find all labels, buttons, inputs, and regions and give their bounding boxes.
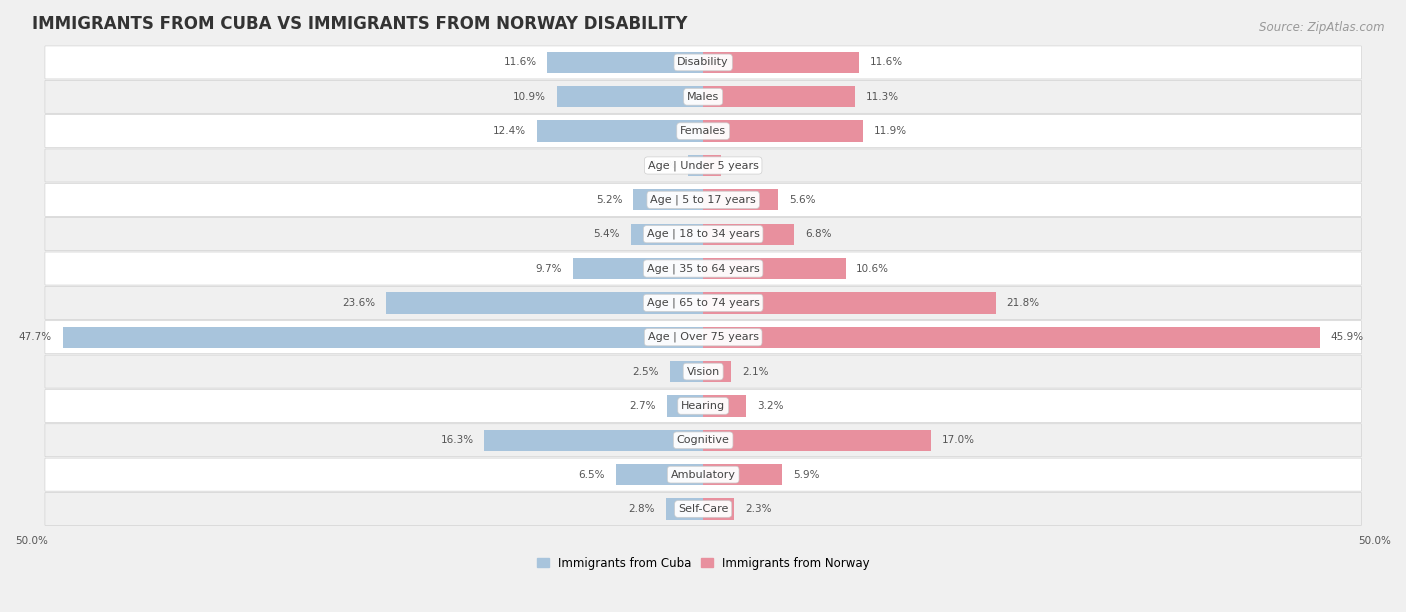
FancyBboxPatch shape (45, 458, 1361, 491)
Bar (703, 430, 931, 451)
Text: Age | 18 to 34 years: Age | 18 to 34 years (647, 229, 759, 239)
Bar (669, 361, 703, 382)
Text: 1.1%: 1.1% (651, 160, 678, 171)
FancyBboxPatch shape (45, 114, 1361, 147)
Text: 10.6%: 10.6% (856, 264, 889, 274)
Text: 11.9%: 11.9% (873, 126, 907, 136)
FancyBboxPatch shape (45, 46, 1361, 79)
Text: 11.6%: 11.6% (503, 58, 537, 67)
Bar (703, 52, 859, 73)
Bar (572, 258, 703, 279)
Text: Age | 35 to 64 years: Age | 35 to 64 years (647, 263, 759, 274)
Text: Source: ZipAtlas.com: Source: ZipAtlas.com (1260, 21, 1385, 34)
Text: IMMIGRANTS FROM CUBA VS IMMIGRANTS FROM NORWAY DISABILITY: IMMIGRANTS FROM CUBA VS IMMIGRANTS FROM … (32, 15, 688, 33)
Text: 6.5%: 6.5% (579, 469, 605, 480)
Text: Vision: Vision (686, 367, 720, 376)
Text: Males: Males (688, 92, 720, 102)
Bar (666, 395, 703, 417)
FancyBboxPatch shape (45, 355, 1361, 388)
Bar (616, 464, 703, 485)
Text: 12.4%: 12.4% (492, 126, 526, 136)
Text: 10.9%: 10.9% (513, 92, 546, 102)
Bar (703, 361, 731, 382)
FancyBboxPatch shape (45, 80, 1361, 113)
Bar (703, 86, 855, 108)
Bar (633, 189, 703, 211)
Bar (63, 327, 703, 348)
Text: 2.1%: 2.1% (742, 367, 769, 376)
Bar (484, 430, 703, 451)
Bar (547, 52, 703, 73)
Text: 5.4%: 5.4% (593, 229, 620, 239)
Text: 16.3%: 16.3% (440, 435, 474, 446)
Text: Disability: Disability (678, 58, 728, 67)
Text: 2.7%: 2.7% (630, 401, 657, 411)
Text: 5.2%: 5.2% (596, 195, 623, 205)
Text: 5.9%: 5.9% (793, 469, 820, 480)
Bar (703, 395, 747, 417)
Text: 21.8%: 21.8% (1007, 298, 1040, 308)
Bar (557, 86, 703, 108)
Text: 9.7%: 9.7% (536, 264, 562, 274)
FancyBboxPatch shape (45, 149, 1361, 182)
Text: 17.0%: 17.0% (942, 435, 976, 446)
Bar (665, 498, 703, 520)
FancyBboxPatch shape (45, 218, 1361, 251)
Bar (631, 223, 703, 245)
Bar (703, 258, 845, 279)
FancyBboxPatch shape (45, 321, 1361, 354)
Bar (703, 464, 782, 485)
Text: 5.6%: 5.6% (789, 195, 815, 205)
Text: Age | Under 5 years: Age | Under 5 years (648, 160, 759, 171)
FancyBboxPatch shape (45, 252, 1361, 285)
Text: 1.3%: 1.3% (731, 160, 758, 171)
Text: 45.9%: 45.9% (1330, 332, 1364, 342)
Text: 2.3%: 2.3% (745, 504, 772, 514)
Bar (703, 293, 995, 313)
Text: 3.2%: 3.2% (756, 401, 783, 411)
Text: Females: Females (681, 126, 727, 136)
Bar (703, 223, 794, 245)
Legend: Immigrants from Cuba, Immigrants from Norway: Immigrants from Cuba, Immigrants from No… (531, 552, 875, 575)
Text: 2.8%: 2.8% (628, 504, 655, 514)
Text: 11.3%: 11.3% (866, 92, 898, 102)
Bar (703, 327, 1319, 348)
FancyBboxPatch shape (45, 286, 1361, 319)
Bar (689, 155, 703, 176)
Text: Ambulatory: Ambulatory (671, 469, 735, 480)
FancyBboxPatch shape (45, 389, 1361, 422)
Text: 6.8%: 6.8% (806, 229, 832, 239)
Bar (703, 121, 863, 142)
FancyBboxPatch shape (45, 493, 1361, 526)
Text: 11.6%: 11.6% (870, 58, 903, 67)
Bar (703, 189, 779, 211)
Bar (703, 498, 734, 520)
Bar (703, 155, 721, 176)
Text: 23.6%: 23.6% (343, 298, 375, 308)
Bar (387, 293, 703, 313)
FancyBboxPatch shape (45, 184, 1361, 216)
Text: 47.7%: 47.7% (18, 332, 52, 342)
Text: Hearing: Hearing (681, 401, 725, 411)
Text: Age | 5 to 17 years: Age | 5 to 17 years (651, 195, 756, 205)
Text: Age | Over 75 years: Age | Over 75 years (648, 332, 759, 343)
Bar (537, 121, 703, 142)
Text: Self-Care: Self-Care (678, 504, 728, 514)
Text: Cognitive: Cognitive (676, 435, 730, 446)
Text: 2.5%: 2.5% (633, 367, 659, 376)
Text: Age | 65 to 74 years: Age | 65 to 74 years (647, 297, 759, 308)
FancyBboxPatch shape (45, 424, 1361, 457)
